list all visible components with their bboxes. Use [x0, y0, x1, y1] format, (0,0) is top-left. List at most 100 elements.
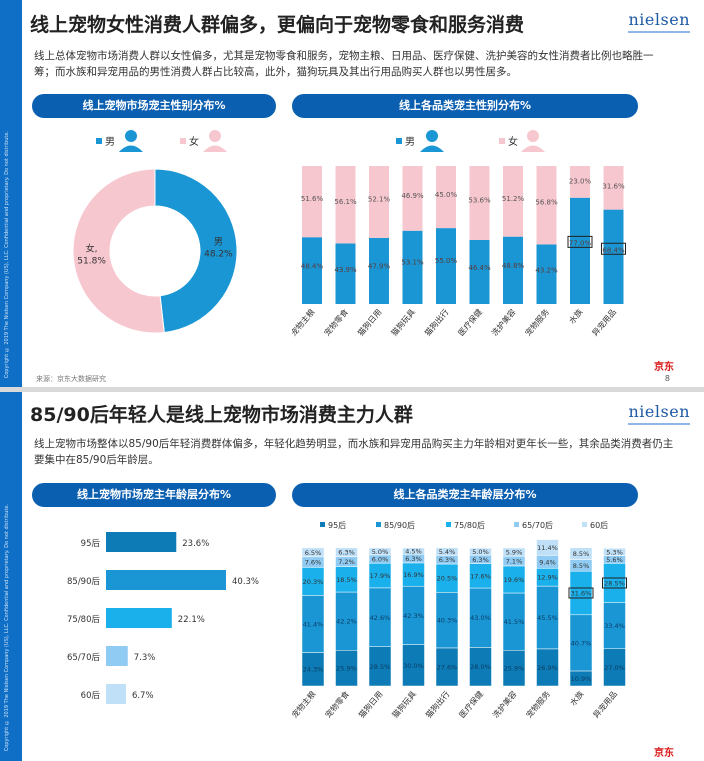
bar-segment: [469, 166, 490, 240]
bar-value-label: 31.6%: [602, 183, 625, 191]
bar-value-label: 7.6%: [305, 559, 322, 567]
bar-value-label: 45.5%: [537, 614, 558, 622]
bar-value-label: 51.2%: [502, 195, 525, 203]
category-label: 异宠用品: [590, 307, 618, 338]
slide-side-bar: Copyright © 2019 The Nielsen Company (US…: [0, 392, 22, 761]
bar-value-label: 51.6%: [301, 195, 324, 203]
legend-male-label: 男: [405, 136, 415, 148]
bar-value-label: 5.6%: [606, 556, 623, 564]
bar-value-label: 43.9%: [334, 266, 357, 274]
bar-legend: 男 女: [396, 130, 545, 152]
legend-swatch: [514, 522, 519, 527]
category-label: 医疗保健: [457, 689, 485, 720]
bar-value-label: 42.3%: [403, 612, 424, 620]
bar-segment: [603, 166, 624, 210]
bar-value-label: 25.9%: [504, 665, 525, 673]
male-person-icon: [119, 130, 143, 152]
bar-value-label: 6.3%: [405, 555, 422, 563]
bar-value-label: 43.0%: [470, 614, 491, 622]
bar-value-label: 6.3%: [338, 549, 355, 557]
legend-male-label: 男: [105, 136, 115, 148]
legend-label: 60后: [590, 520, 608, 530]
category-label: 宠物服务: [524, 689, 552, 720]
category-label: 洗护美容: [490, 689, 518, 720]
category-label: 宠物主粮: [292, 307, 317, 338]
age-category-label: 65/70后: [67, 652, 100, 663]
age-value-label: 7.3%: [134, 653, 156, 663]
bar-value-label: 16.9%: [403, 571, 424, 579]
legend-female-swatch: [180, 138, 186, 144]
slide-side-bar: Copyright © 2019 The Nielsen Company (US…: [0, 0, 22, 388]
gender-bars: 48.4% 51.6% 宠物主粮 43.9% 56.1% 宠物零食 47.9% 52.1% 猫狗…: [292, 166, 626, 338]
bar-value-label: 24.3%: [303, 666, 324, 674]
bar-value-label: 5.4%: [439, 548, 456, 556]
bar-value-label: 10.9%: [571, 675, 592, 683]
age-value-label: 40.3%: [232, 577, 259, 587]
nielsen-logo: nielsen: [628, 402, 690, 421]
bar-segment: [503, 236, 523, 304]
category-label: 猫狗日用: [355, 307, 383, 338]
age-value-label: 22.1%: [178, 615, 205, 625]
bar-value-label: 56.8%: [535, 198, 558, 206]
legend-male-swatch: [96, 138, 102, 144]
category-label: 水族: [567, 307, 585, 326]
bar-segment: [469, 547, 492, 556]
age-value-label: 6.7%: [132, 691, 154, 701]
category-label: 医疗保健: [456, 307, 484, 338]
bar-value-label: 48.4%: [301, 262, 324, 270]
age-horizontal-bar-chart: 95后 23.6% 85/90后 40.3% 75/80后 22.1% 65/70后 7.3%…: [67, 532, 259, 704]
age-category-label: 95后: [81, 538, 101, 549]
slide-age: Copyright © 2019 The Nielsen Company (US…: [0, 392, 704, 761]
bar-value-label: 6.3%: [439, 556, 456, 564]
age-category-label: 75/80后: [67, 614, 100, 625]
age-category-label: 60后: [81, 690, 101, 701]
bar-segment: [536, 244, 557, 304]
category-label: 宠物主粮: [292, 689, 318, 720]
bar-value-label: 5.0%: [472, 548, 489, 556]
page-description: 线上总体宠物市场消费人群以女性偏多，尤其是宠物零食和服务，宠物主粮、日用品、医疗…: [34, 50, 654, 78]
bar-value-label: 11.4%: [537, 544, 558, 552]
bar-value-label: 5.3%: [606, 548, 623, 556]
age-hbar-header: 线上宠物市场宠主年龄层分布%: [32, 483, 276, 507]
bar-value-label: 45.0%: [435, 191, 458, 199]
bar-value-label: 6.5%: [305, 549, 322, 557]
slide-gender: Copyright © 2019 The Nielsen Company (US…: [0, 0, 690, 388]
page-number: 8: [664, 374, 670, 383]
pie-label-1-line0: 女,: [86, 243, 98, 255]
nielsen-logo: nielsen: [628, 10, 690, 29]
bar-segment: [570, 166, 590, 198]
legend-female-label: 女: [189, 135, 199, 148]
age-hbar: [106, 684, 126, 704]
bar-value-label: 28.0%: [470, 663, 491, 671]
bar-value-label: 55.0%: [435, 257, 458, 265]
bar-value-label: 5.0%: [372, 548, 389, 556]
category-label: 猫狗玩具: [389, 307, 417, 338]
bar-value-label: 26.9%: [537, 664, 558, 672]
bar-segment: [435, 547, 459, 556]
legend-label: 95后: [328, 520, 346, 530]
bar-value-label: 47.9%: [368, 263, 391, 271]
bar-value-label: 41.4%: [303, 620, 324, 628]
gender-pie-header: 线上宠物市场宠主性别分布%: [32, 94, 276, 118]
category-label: 宠物零食: [322, 307, 350, 338]
gender-stacked-bar-chart: 男 女 48.4% 51.6% 宠物主粮 43.9% 56.1% 宠物零食 47.9% 52.…: [292, 130, 626, 338]
bar-value-label: 52.1%: [368, 195, 391, 203]
bar-value-label: 42.6%: [370, 614, 391, 622]
category-label: 异宠用品: [591, 689, 619, 720]
bar-segment: [335, 243, 356, 304]
male-person-icon: [420, 130, 444, 152]
bar-value-label: 25.9%: [336, 665, 357, 673]
bar-value-label: 20.5%: [437, 575, 458, 583]
bar-value-label: 17.6%: [470, 572, 491, 580]
age-stacked-bar-chart: 95后 85/90后 75/80后 65/70后 60后 24.3% 41.4% 20.3%…: [292, 520, 627, 720]
bar-value-label: 4.5%: [405, 548, 422, 556]
age-hbar: [106, 646, 128, 666]
pie-slice-male: [154, 168, 238, 334]
bar-segment: [536, 166, 557, 245]
legend-swatch: [320, 522, 325, 527]
bar-segment: [436, 228, 456, 304]
page-title: 85/90后年轻人是线上宠物市场消费主力人群: [30, 404, 413, 426]
highlight-box: [568, 587, 594, 599]
bar-value-label: 20.3%: [303, 578, 324, 586]
bar-segment: [503, 166, 523, 237]
